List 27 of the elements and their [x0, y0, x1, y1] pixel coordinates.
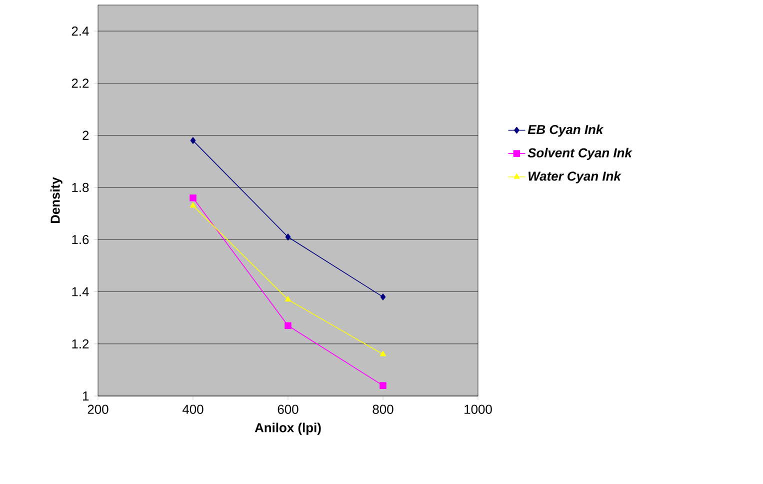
- y-axis-title: Density: [50, 177, 62, 224]
- y-tick-label: 1.4: [72, 287, 89, 296]
- point: [190, 202, 196, 208]
- x-tick-label: 1000: [464, 404, 492, 414]
- x-tick-label: 400: [182, 404, 204, 414]
- legend-label: Solvent Cyan Ink: [528, 148, 632, 160]
- y-tick-label: 1.2: [72, 339, 89, 348]
- x-tick-label: 800: [372, 404, 394, 414]
- y-tick-label: 2.4: [72, 26, 89, 36]
- y-tick-label: 2: [82, 130, 89, 140]
- legend-label: Water Cyan Ink: [528, 171, 622, 184]
- point: [284, 322, 292, 330]
- point: [190, 137, 196, 144]
- x-axis-title: Anilox (lpi): [254, 422, 321, 435]
- point: [285, 296, 291, 302]
- x-tick-label: 200: [88, 404, 108, 414]
- point: [190, 194, 196, 202]
- y-tick-label: 2.2: [72, 78, 89, 88]
- x-tick-label: 600: [278, 404, 298, 414]
- y-tick-label: 1: [83, 392, 89, 400]
- point: [285, 234, 291, 240]
- point: [380, 350, 386, 356]
- y-tick-label: 1.8: [72, 182, 89, 192]
- point: [380, 382, 386, 389]
- point: [380, 294, 386, 300]
- legend-label: EB Cyan Ink: [528, 124, 604, 137]
- y-tick-label: 1.6: [72, 235, 89, 244]
